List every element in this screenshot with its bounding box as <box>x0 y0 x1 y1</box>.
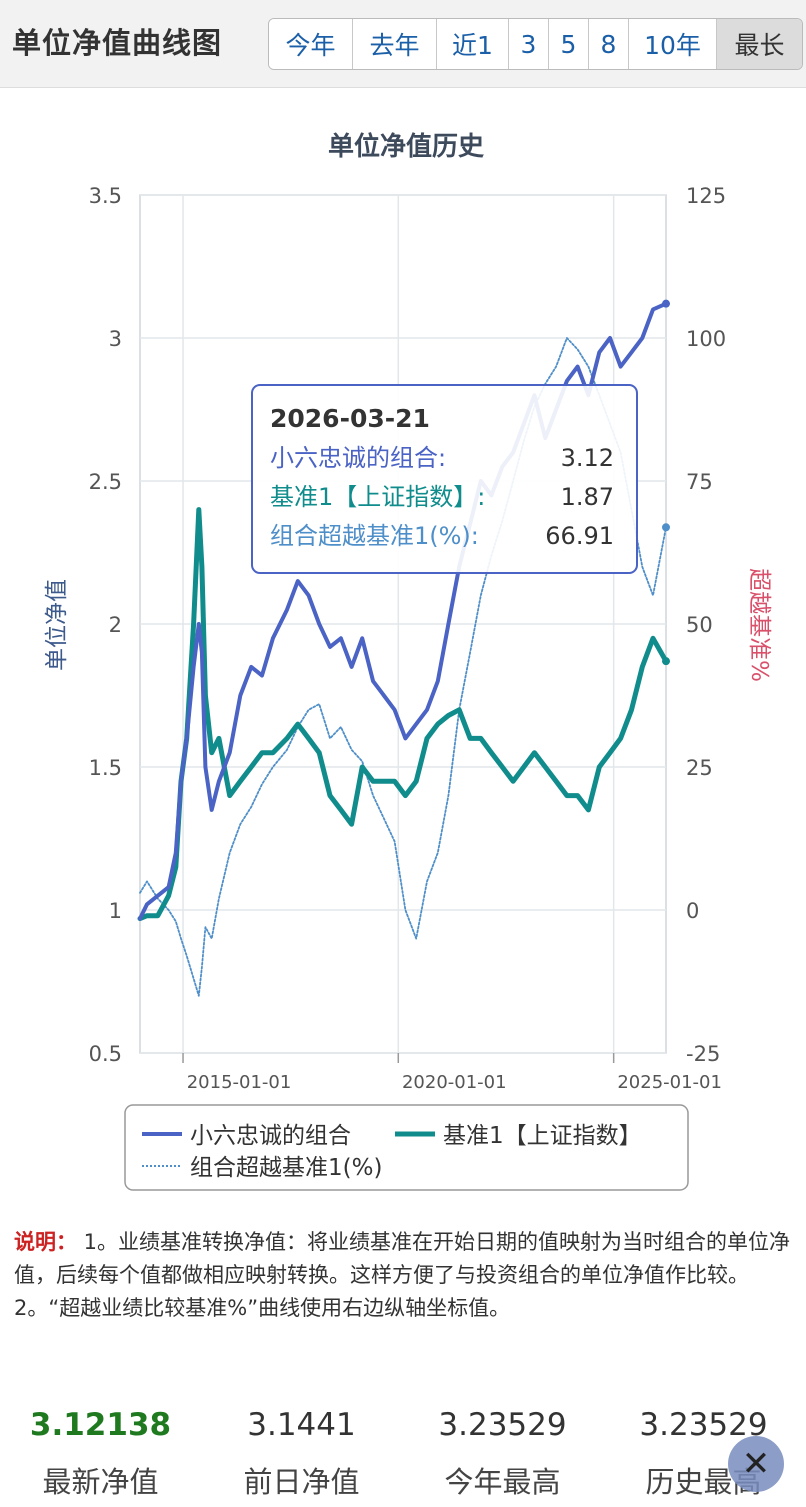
left-axis-label: 单位净值 <box>44 579 70 671</box>
tooltip-row-value: 1.87 <box>561 483 614 511</box>
nav-history-chart: 单位净值历史 3.5 3 2.5 2 1.5 1 0.5 125 100 75 50 25 0 -25 20… <box>44 131 772 1191</box>
y-tick-left: 0.5 <box>89 1042 122 1066</box>
y-tick-right: 25 <box>686 756 713 780</box>
range-5-button[interactable]: 5 <box>549 19 589 69</box>
range-this-year-button[interactable]: 今年 <box>269 19 353 69</box>
note-label: 说明： <box>14 1230 77 1254</box>
y-tick-right: -25 <box>686 1042 720 1066</box>
legend-entry[interactable]: 小六忠诚的组合 <box>190 1123 351 1149</box>
stat-previous-nav: 3.1441 前日净值 <box>201 1405 402 1507</box>
range-10-year-button[interactable]: 10年 <box>629 19 717 69</box>
y-tick-right: 125 <box>686 184 726 208</box>
series-point <box>662 523 670 532</box>
x-tick-label: 2020-01-01 <box>402 1072 507 1093</box>
stat-value: 3.1441 <box>247 1407 356 1443</box>
series-point <box>662 657 670 666</box>
series-point <box>662 299 670 308</box>
y-tick-left: 2.5 <box>89 470 122 494</box>
series-line-2 <box>139 337 667 997</box>
y-tick-left: 3.5 <box>89 184 122 208</box>
right-axis-label: 超越基准% <box>746 568 772 682</box>
tooltip-row-label: 基准1【上证指数】: <box>270 483 485 511</box>
tooltip-row-value: 3.12 <box>561 444 614 472</box>
legend-entry[interactable]: 基准1【上证指数】 <box>443 1123 642 1149</box>
range-8-button[interactable]: 8 <box>589 19 629 69</box>
tooltip-row-label: 小六忠诚的组合: <box>270 444 446 472</box>
y-tick-left: 1.5 <box>89 756 122 780</box>
y-tick-right: 50 <box>686 613 713 637</box>
chart-note: 说明： 1。业绩基准转换净值：将业绩基准在开始日期的值映射为当时组合的单位净值，… <box>14 1226 794 1325</box>
stat-year-high: 3.23529 今年最高 <box>402 1405 603 1507</box>
page-title: 单位净值曲线图 <box>12 26 223 60</box>
y-tick-left: 1 <box>109 899 122 923</box>
range-3-button[interactable]: 3 <box>509 19 549 69</box>
stats-row: 3.12138 最新净值 3.1441 前日净值 3.23529 今年最高 3.… <box>0 1405 806 1507</box>
tooltip-row-value: 66.91 <box>545 522 614 550</box>
stat-label: 最新净值 <box>42 1465 159 1499</box>
y-tick-left: 2 <box>109 613 122 637</box>
series-line-1 <box>137 507 669 922</box>
x-tick-label: 2015-01-01 <box>187 1072 292 1093</box>
series-line-0 <box>138 301 668 921</box>
legend: 小六忠诚的组合 基准1【上证指数】 组合超越基准1(%) <box>124 1104 689 1191</box>
stat-label: 前日净值 <box>243 1465 360 1499</box>
tooltip-row-label: 组合超越基准1(%): <box>270 522 479 550</box>
range-longest-button[interactable]: 最长 <box>717 19 802 69</box>
header-bar: 单位净值曲线图 今年 去年 近1 3 5 8 10年 最长 <box>0 0 806 88</box>
y-tick-left: 3 <box>109 327 122 351</box>
chart-area: 单位净值历史 3.5 3 2.5 2 1.5 1 0.5 125 100 75 50 25 0 -25 20… <box>0 88 806 1208</box>
note-text: 1。业绩基准转换净值：将业绩基准在开始日期的值映射为当时组合的单位净值，后续每个… <box>14 1230 791 1320</box>
x-tick-label: 2025-01-01 <box>617 1072 722 1093</box>
y-tick-right: 100 <box>686 327 726 351</box>
stat-label: 今年最高 <box>444 1465 561 1499</box>
stat-latest-nav: 3.12138 最新净值 <box>0 1405 201 1507</box>
stat-value: 3.12138 <box>29 1407 172 1443</box>
close-icon[interactable]: ✕ <box>728 1436 784 1492</box>
tooltip: 2026-03-21 小六忠诚的组合: 3.12 基准1【上证指数】: 1.87… <box>251 384 638 574</box>
range-recent-1-button[interactable]: 近1 <box>437 19 509 69</box>
range-last-year-button[interactable]: 去年 <box>353 19 437 69</box>
y-tick-right: 0 <box>686 899 699 923</box>
chart-title: 单位净值历史 <box>328 131 485 162</box>
legend-entry[interactable]: 组合超越基准1(%) <box>190 1155 382 1181</box>
range-selector: 今年 去年 近1 3 5 8 10年 最长 <box>268 18 803 70</box>
tooltip-date: 2026-03-21 <box>270 404 430 433</box>
y-tick-right: 75 <box>686 470 713 494</box>
stat-value: 3.23529 <box>438 1407 567 1443</box>
